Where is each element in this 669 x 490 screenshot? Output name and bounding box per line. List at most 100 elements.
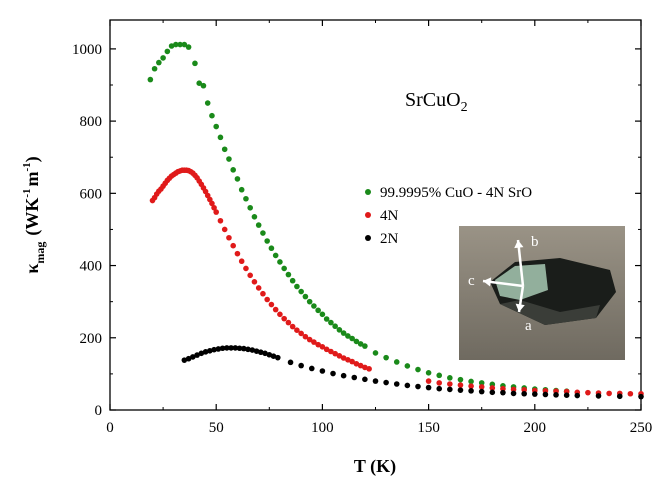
data-point <box>340 355 347 361</box>
x-tick-label: 100 <box>311 420 334 436</box>
data-point <box>436 380 443 386</box>
data-point <box>268 245 275 252</box>
annotation-main: SrCuO <box>405 89 461 111</box>
data-point <box>198 350 205 357</box>
legend-label: 4N <box>380 208 399 224</box>
data-point <box>238 258 245 265</box>
data-point <box>200 82 207 89</box>
data-point <box>215 346 222 352</box>
crystal-axis-arrowhead <box>515 303 525 312</box>
data-point <box>353 360 360 367</box>
legend-marker <box>365 189 371 195</box>
data-point <box>192 60 198 67</box>
data-point <box>457 387 464 393</box>
y-tick-label: 800 <box>80 114 103 130</box>
data-point <box>425 370 432 376</box>
data-point <box>323 346 330 353</box>
data-point <box>332 323 338 330</box>
data-point <box>457 376 464 383</box>
data-point <box>638 393 644 400</box>
data-point <box>247 204 253 211</box>
data-point <box>270 353 277 359</box>
data-point <box>315 341 321 348</box>
data-point <box>272 252 279 259</box>
x-tick-label: 150 <box>417 420 440 436</box>
data-point <box>234 176 241 182</box>
data-point <box>340 330 347 336</box>
data-point <box>236 345 243 352</box>
x-tick-label: 200 <box>524 420 547 436</box>
data-point <box>260 230 266 236</box>
data-point <box>211 204 217 211</box>
data-point <box>357 362 364 369</box>
data-point <box>298 288 304 295</box>
data-point <box>351 374 358 381</box>
data-point <box>606 390 612 397</box>
data-point <box>447 386 453 393</box>
y-axis-sup1: -1 <box>21 189 33 198</box>
data-point <box>332 350 338 357</box>
data-point <box>415 366 421 373</box>
y-tick-label: 400 <box>80 259 103 275</box>
data-point <box>500 385 506 392</box>
data-point <box>478 380 485 386</box>
data-point <box>468 388 474 394</box>
data-point <box>306 336 313 343</box>
crystal-shadow <box>500 300 600 325</box>
data-point <box>294 283 300 290</box>
data-point <box>251 214 258 220</box>
axis-ticks: 0 50 100 150 200 250 0 200 400 600 800 1000 <box>72 20 652 436</box>
data-point <box>510 386 517 393</box>
data-point <box>319 368 326 374</box>
data-point <box>281 265 287 272</box>
data-point <box>521 390 527 397</box>
legend-marker <box>365 212 371 218</box>
data-point <box>500 389 506 396</box>
data-point <box>258 349 264 356</box>
data-point <box>217 134 224 141</box>
data-point <box>447 381 453 387</box>
data-point <box>319 311 326 318</box>
crystal-axis-arrowhead <box>483 277 492 287</box>
data-point <box>209 200 215 207</box>
data-point <box>219 345 226 352</box>
data-point <box>277 259 283 265</box>
data-point <box>230 242 236 249</box>
data-point <box>234 250 241 257</box>
x-tick-label: 250 <box>630 420 653 436</box>
data-point <box>323 316 330 322</box>
data-point <box>311 339 317 345</box>
data-point <box>393 359 400 365</box>
data-point <box>185 44 192 50</box>
data-point <box>264 296 270 303</box>
data-point <box>447 375 453 381</box>
data-point <box>372 378 379 384</box>
data-point <box>595 393 602 399</box>
data-point <box>510 390 517 397</box>
data-point <box>298 362 304 369</box>
data-point <box>289 323 296 330</box>
data-point <box>281 315 287 322</box>
x-axis-title: T (K) <box>354 456 396 477</box>
data-point <box>151 65 158 72</box>
data-point <box>627 390 634 397</box>
data-point <box>232 345 239 351</box>
data-point <box>372 350 379 356</box>
data-point <box>268 301 275 308</box>
data-point <box>181 357 188 363</box>
data-point <box>353 338 360 345</box>
data-point <box>393 381 400 387</box>
inset-photo: b c a <box>459 226 625 360</box>
data-point <box>156 59 162 66</box>
data-point <box>563 392 570 398</box>
data-point <box>264 238 270 244</box>
data-point <box>274 354 281 361</box>
data-point <box>190 354 196 360</box>
data-point <box>383 354 389 361</box>
data-point <box>221 226 228 233</box>
y-axis-unit-mid: m <box>22 172 42 187</box>
data-point <box>147 76 154 83</box>
data-point <box>349 358 355 365</box>
data-point <box>532 391 538 397</box>
